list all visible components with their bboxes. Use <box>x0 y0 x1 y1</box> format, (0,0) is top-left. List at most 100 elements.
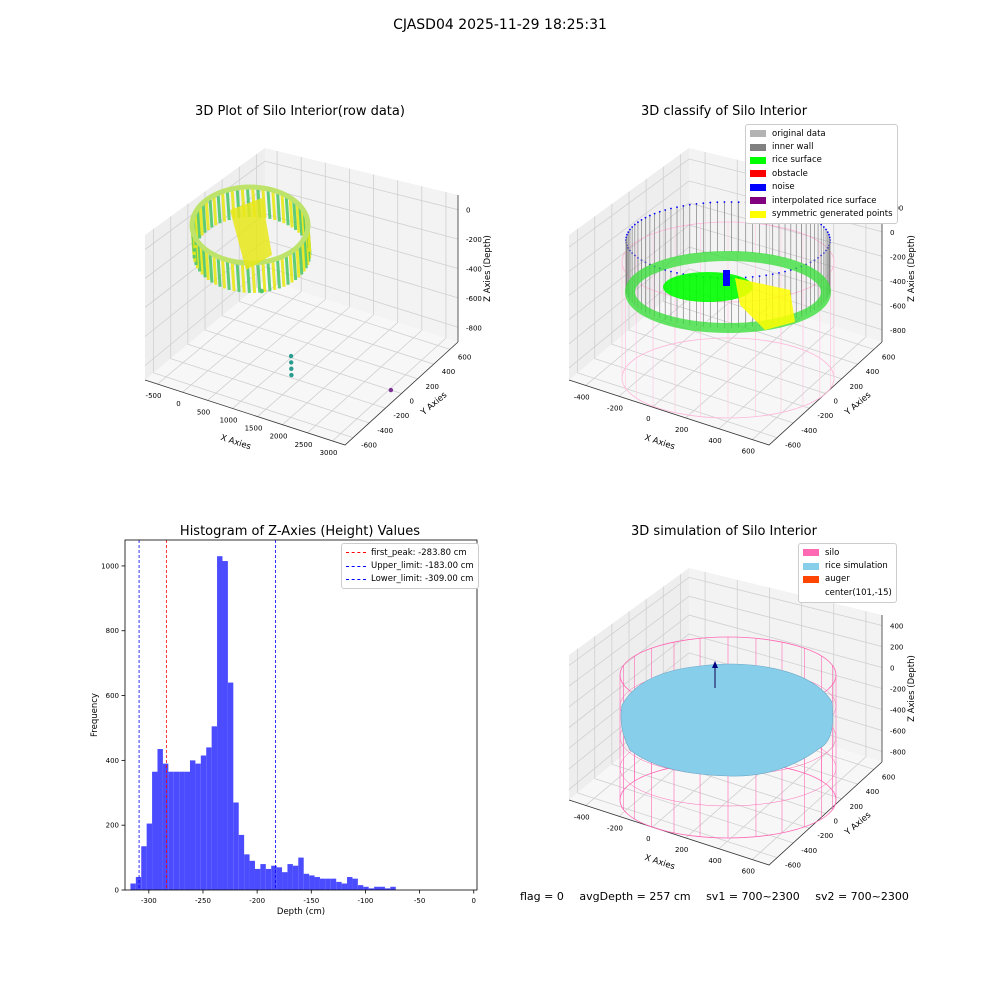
histogram-bar <box>233 802 239 890</box>
y-tick-label: 600 <box>458 353 471 361</box>
raw-point-column <box>230 261 236 292</box>
grid-y-floor <box>187 343 386 409</box>
y-tick-label: 400 <box>106 757 119 765</box>
axis-lines <box>568 341 883 446</box>
z-axis-label: Z Axies (Depth) <box>907 235 917 302</box>
noise-point <box>709 201 712 204</box>
raw-point-column <box>266 261 272 292</box>
outlier-point <box>259 289 264 294</box>
raw-point-column <box>280 193 286 224</box>
x-tick-label: 2500 <box>295 441 313 449</box>
pane-back-right <box>265 148 458 342</box>
raw-point-column <box>240 262 246 293</box>
histogram-bar <box>309 875 315 890</box>
raw-point-column <box>198 205 204 236</box>
y-axis-label: Frequency <box>90 693 100 737</box>
legend-label: original data <box>772 128 826 139</box>
histogram-bar <box>189 760 196 890</box>
plot4-legend: silo rice simulation auger center(101,-15) <box>798 543 897 603</box>
plot3-title: Histogram of Z-Axies (Height) Values <box>179 524 421 539</box>
raw-point-column <box>275 191 281 222</box>
grid-z <box>568 633 883 728</box>
noise-point <box>784 270 786 273</box>
raw-point-column <box>256 262 262 293</box>
x-tick-label: 600 <box>742 448 755 456</box>
y-tick-label: 600 <box>882 773 895 781</box>
histogram-bar <box>211 726 218 890</box>
x-tick-label: 500 <box>197 408 210 416</box>
histogram-bar <box>325 878 331 890</box>
histogram-bar <box>152 771 158 890</box>
raw-point-column <box>280 256 286 287</box>
legend-dash <box>346 552 366 554</box>
z-tick-label: 0 <box>466 207 470 215</box>
histogram-bar <box>254 868 261 890</box>
z-tick-label: -800 <box>890 327 906 335</box>
raw-point-column <box>208 197 214 228</box>
legend-item: obstacle <box>746 167 897 180</box>
noise-point <box>676 272 678 274</box>
z-tick-label: -800 <box>466 324 482 332</box>
legend-label: noise <box>772 182 795 193</box>
noise-point <box>828 233 830 236</box>
grid-z <box>568 576 883 666</box>
x-tick-label: 400 <box>708 857 721 865</box>
legend-item: symmetric generated points <box>746 207 897 220</box>
raw-point-column <box>225 259 231 291</box>
grid-y-floor <box>594 778 794 844</box>
noise-point <box>658 210 661 213</box>
symmetric-points-area <box>735 278 795 330</box>
histogram-bar <box>217 556 223 890</box>
y-tick-label: 0 <box>115 887 119 895</box>
histogram-bar <box>179 771 185 890</box>
legend-swatch <box>750 130 766 138</box>
grid-y-floor <box>594 358 794 424</box>
raw-point-column <box>212 195 218 226</box>
y-tick-label: 200 <box>106 822 119 830</box>
raw-point-column <box>204 249 210 281</box>
raw-point-column <box>204 199 210 231</box>
x-tick-label: -500 <box>146 392 162 400</box>
z-tick-label: -400 <box>890 278 906 286</box>
plot2-legend: original data inner wall rice surface obsta… <box>745 124 898 224</box>
noise-point <box>629 228 631 231</box>
legend-swatch <box>803 549 819 557</box>
raw-point-column <box>292 199 298 231</box>
histogram-bar <box>227 682 234 890</box>
legend-swatch <box>750 156 766 164</box>
legend-label: interpolated rice surface <box>772 195 877 206</box>
legend-swatch <box>750 143 766 151</box>
histogram-bar <box>244 854 250 890</box>
status-sv2: sv2 = 700~2300 <box>815 890 909 903</box>
histogram-bar <box>368 888 375 890</box>
legend-label: center(101,-15) <box>825 587 892 598</box>
raw-point-column <box>288 252 294 283</box>
raw-point-column <box>198 244 204 275</box>
outlier-point <box>288 353 294 359</box>
raw-point-column <box>225 189 231 221</box>
x-tick-label: 400 <box>708 437 721 445</box>
x-tick-label: -150 <box>303 897 319 905</box>
status-line: flag = 0 avgDepth = 257 cm sv1 = 700~230… <box>520 890 921 903</box>
z-tick-label: 400 <box>890 623 903 631</box>
noise-point <box>627 231 630 233</box>
noise-point <box>633 223 636 226</box>
raw-point-column <box>196 208 202 239</box>
x-tick-label: -300 <box>141 897 157 905</box>
legend-item: Lower_limit: -309.00 cm <box>342 573 478 586</box>
y-tick-label: 800 <box>106 627 119 635</box>
legend-label: inner wall <box>772 142 814 153</box>
z-tick-label: -800 <box>890 749 906 757</box>
histogram-bar <box>168 771 174 890</box>
raw-point-column <box>275 258 281 289</box>
noise-point <box>670 270 672 273</box>
raw-point-column <box>302 238 308 269</box>
histogram-bar <box>390 886 396 890</box>
raw-point-column <box>201 247 207 278</box>
y-tick-label: 0 <box>834 818 838 826</box>
grid-z <box>568 246 883 345</box>
z-tick-label: 0 <box>890 229 894 237</box>
